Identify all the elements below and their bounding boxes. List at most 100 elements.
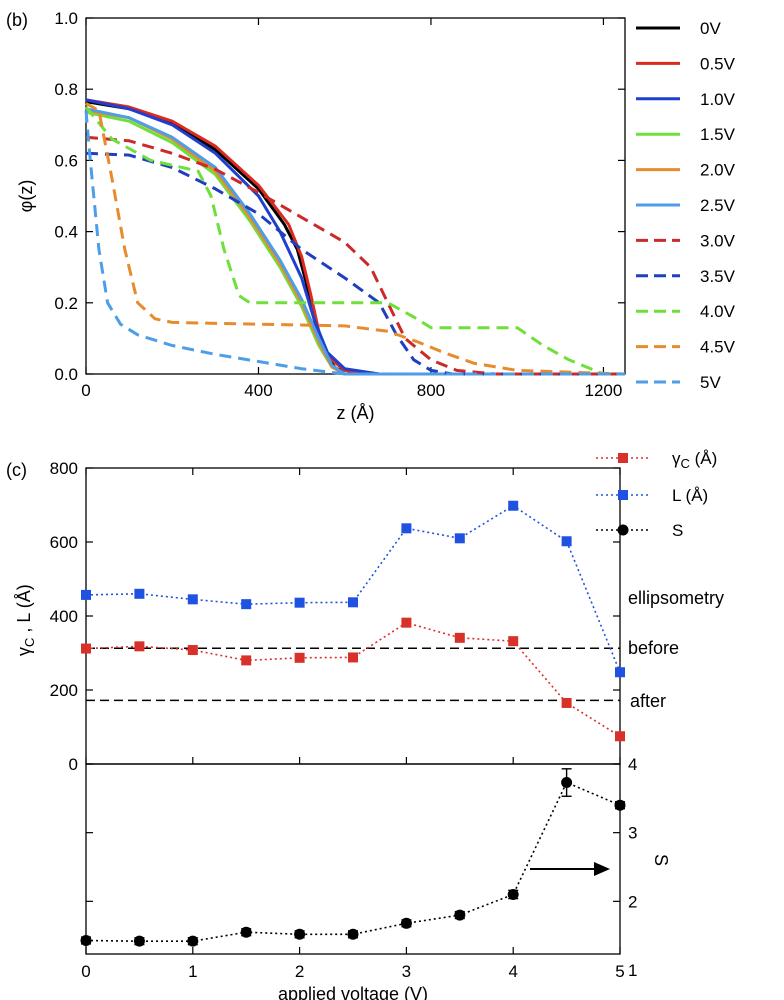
legend-label: 3.5V: [700, 267, 736, 286]
data-point: [80, 934, 92, 946]
legend-marker: [618, 453, 628, 463]
y-tick-label: 0.6: [54, 151, 78, 170]
data-point: [294, 928, 306, 940]
legend-label: 2.0V: [700, 161, 736, 180]
x-tick-label: 1200: [585, 381, 623, 400]
data-point: [187, 594, 198, 605]
series-line: [85, 504, 621, 673]
legend-label: L (Å): [672, 486, 708, 505]
phi-profile-chart: (b) 0.0 0.2 0.4 0.6 0.8 1.0 0 400 800 1200 z (Å) φ(z…: [6, 9, 736, 423]
legend-label: 4.0V: [700, 302, 736, 321]
data-point: [187, 645, 198, 656]
x-tick-label: 800: [417, 381, 445, 400]
legend-label: 5V: [700, 373, 721, 392]
bottom-y-tick-label: 3: [628, 824, 637, 843]
after-label: after: [630, 691, 666, 711]
data-point: [294, 597, 305, 608]
legend-marker: [618, 490, 628, 500]
bottom-y-tick-label: 2: [628, 892, 637, 911]
legend-label: 4.5V: [700, 338, 736, 357]
data-point: [561, 536, 572, 547]
data-point: [454, 632, 465, 643]
legend-label: 1.0V: [700, 90, 736, 109]
data-point: [187, 935, 199, 947]
data-point: [561, 777, 573, 789]
x-axis-label: applied voltage (V): [278, 984, 428, 1000]
data-point: [294, 652, 305, 663]
series-line: [85, 98, 625, 376]
legend-label: 1.5V: [700, 125, 736, 144]
data-point: [81, 643, 91, 654]
data-point: [615, 667, 625, 678]
legend-label: 0V: [700, 19, 721, 38]
bottom-y-tick-label: 1: [628, 961, 637, 980]
data-point: [134, 588, 145, 599]
y-tick-label: 0.0: [54, 365, 78, 384]
legend-label: S: [672, 521, 683, 540]
top-y-axis-label: γC , L (Å): [14, 584, 37, 656]
data-point: [240, 926, 252, 938]
series-line: [85, 151, 625, 376]
data-point: [400, 917, 412, 929]
y-tick-label: 0.4: [54, 223, 78, 242]
series-line: [85, 107, 625, 376]
x-tick-label: 1: [188, 962, 197, 981]
data-point: [507, 888, 519, 900]
data-point: [241, 599, 252, 610]
series-line: [85, 781, 621, 942]
series-line: [84, 110, 625, 376]
top-plot-frame: [85, 467, 621, 765]
series-line: [85, 621, 621, 737]
data-point: [241, 655, 252, 666]
top-y-tick-label: 600: [50, 533, 78, 552]
x-tick-label: 2: [295, 962, 304, 981]
series-line: [84, 106, 625, 376]
top-y-tick-label: 800: [50, 459, 78, 478]
data-point: [81, 589, 91, 600]
series-line: [85, 135, 625, 376]
legend-label: 2.5V: [700, 196, 736, 215]
data-point: [454, 909, 466, 921]
x-axis-label: z (Å): [337, 403, 375, 423]
x-tick-label: 4: [508, 962, 517, 981]
legend-label: 3.0V: [700, 231, 736, 250]
data-point: [348, 597, 358, 608]
data-point: [615, 731, 625, 742]
data-point: [454, 533, 465, 544]
data-point: [133, 935, 145, 947]
x-tick-label: 0: [81, 962, 90, 981]
data-point: [347, 928, 359, 940]
right-y-axis-label: S: [651, 854, 671, 866]
data-point: [401, 617, 412, 628]
series-line: [85, 98, 625, 376]
data-point: [134, 641, 145, 652]
legend-marker: [617, 524, 629, 536]
arrow-head: [594, 862, 610, 876]
x-tick-label: 0: [81, 381, 90, 400]
top-y-tick-label: 0: [69, 755, 78, 774]
legend-label: 0.5V: [700, 54, 736, 73]
data-point: [348, 652, 358, 663]
top-y-tick-label: 200: [50, 681, 78, 700]
x-tick-label: 5: [615, 962, 624, 981]
y-axis-label: φ(z): [16, 180, 36, 213]
data-point: [401, 523, 412, 534]
x-tick-label: 400: [244, 381, 272, 400]
bottom-y-tick-label: 4: [628, 755, 637, 774]
data-point: [508, 636, 519, 647]
top-y-tick-label: 400: [50, 607, 78, 626]
y-tick-label: 0.2: [54, 294, 78, 313]
y-tick-label: 1.0: [54, 9, 78, 28]
panel-label-c: (c): [6, 460, 27, 480]
data-point: [561, 697, 572, 708]
y-tick-label: 0.8: [54, 80, 78, 99]
bottom-plot-frame: [85, 763, 621, 955]
panel-label-b: (b): [6, 10, 28, 30]
data-point: [614, 799, 626, 811]
data-point: [508, 500, 519, 511]
ellipsometry-label: ellipsometry: [628, 588, 724, 608]
before-label: before: [628, 638, 679, 658]
legend-label: γC (Å): [672, 449, 717, 471]
x-tick-label: 3: [402, 962, 411, 981]
